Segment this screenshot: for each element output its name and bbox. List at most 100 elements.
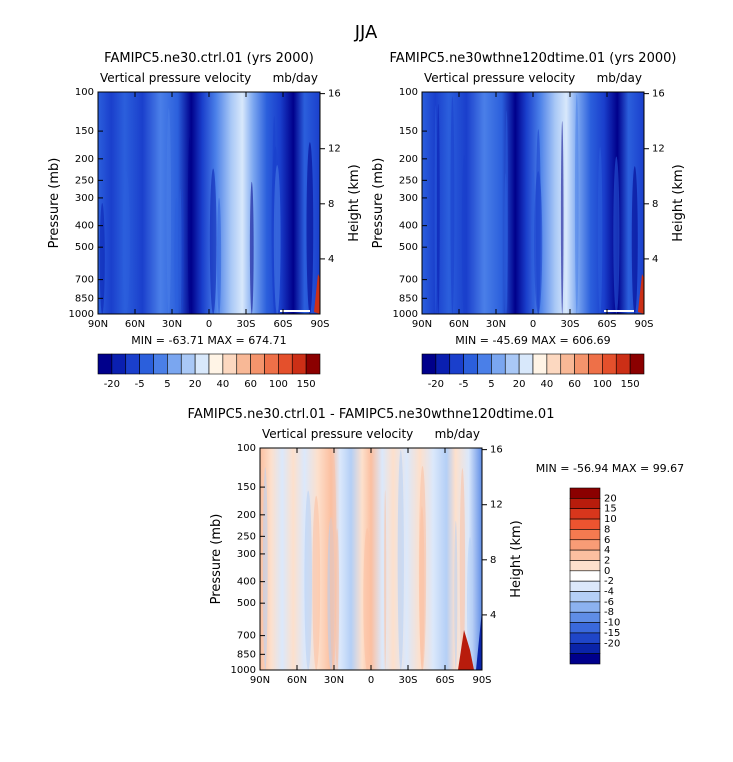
colorbar-label: 20 bbox=[604, 493, 617, 504]
y-tick-label: 150 bbox=[237, 482, 256, 493]
y-tick-label: 400 bbox=[399, 221, 418, 232]
x-tick-label: 90S bbox=[634, 319, 653, 330]
heatmap-field bbox=[98, 92, 320, 314]
heatmap-contour bbox=[187, 137, 192, 314]
min-max-stats: MIN = -56.94 MAX = 99.67 bbox=[536, 462, 684, 475]
colorbar-swatch bbox=[491, 353, 506, 375]
x-tick-label: 30S bbox=[560, 319, 579, 330]
colorbar-label: 0 bbox=[604, 566, 610, 577]
colorbar-swatch bbox=[569, 508, 601, 520]
colorbar-swatch bbox=[305, 353, 321, 375]
colorbar-swatch bbox=[569, 549, 601, 561]
colorbar-swatch bbox=[588, 353, 603, 375]
heatmap-contour bbox=[181, 188, 184, 314]
heatmap-contour bbox=[466, 537, 474, 670]
y-axis-label: Pressure (mb) bbox=[371, 158, 386, 249]
heatmap-contour bbox=[503, 173, 508, 314]
heatmap-contour bbox=[273, 165, 281, 314]
right-tick-label: 12 bbox=[490, 500, 503, 511]
heatmap-contour bbox=[122, 170, 130, 314]
colorbar-swatch bbox=[180, 353, 196, 375]
min-max-stats: MIN = -45.69 MAX = 606.69 bbox=[455, 334, 610, 347]
heatmap-contour bbox=[217, 197, 222, 314]
colorbar-label: 60 bbox=[244, 379, 257, 390]
chart-subtitle-left: Vertical pressure velocity bbox=[424, 71, 575, 85]
colorbar-swatch bbox=[569, 518, 601, 530]
colorbar-swatch bbox=[569, 622, 601, 634]
heatmap-contour bbox=[306, 142, 314, 314]
heatmap-contour bbox=[560, 120, 564, 314]
heatmap-contour bbox=[249, 181, 254, 314]
heatmap-contour bbox=[174, 197, 179, 314]
colorbar-label: 10 bbox=[604, 514, 617, 525]
colorbar-swatch bbox=[125, 353, 140, 375]
colorbar-label: -5 bbox=[135, 379, 145, 390]
colorbar-swatch bbox=[569, 591, 601, 603]
colorbar-label: -10 bbox=[604, 618, 620, 629]
colorbar-swatch bbox=[546, 353, 562, 375]
colorbar-swatch bbox=[250, 353, 265, 375]
chart-panel-test: FAMIPC5.ne30wthne120dtime.01 (yrs 2000) V… bbox=[371, 51, 686, 390]
colorbar-label: -5 bbox=[459, 379, 469, 390]
colorbar-swatch bbox=[278, 353, 293, 375]
y-tick-label: 400 bbox=[75, 221, 94, 232]
colorbar-swatch bbox=[532, 353, 548, 375]
y-tick-label: 1000 bbox=[231, 665, 256, 676]
y-axis-label: Pressure (mb) bbox=[209, 514, 224, 605]
x-tick-label: 0 bbox=[368, 675, 374, 686]
heatmap-contour bbox=[397, 449, 404, 670]
heatmap-contour bbox=[99, 202, 105, 314]
colorbar-swatch bbox=[569, 580, 601, 592]
right-tick-label: 4 bbox=[328, 254, 334, 265]
colorbar-label: -20 bbox=[428, 379, 444, 390]
y-tick-label: 150 bbox=[75, 126, 94, 137]
chart-title: FAMIPC5.ne30.ctrl.01 - FAMIPC5.ne30wthne… bbox=[188, 407, 555, 422]
colorbar-label: 2 bbox=[604, 555, 610, 566]
colorbar-swatch bbox=[569, 498, 601, 510]
heatmap-contour bbox=[434, 105, 437, 315]
colorbar-label: 8 bbox=[604, 524, 610, 535]
y-tick-label: 850 bbox=[75, 293, 94, 304]
heatmap-contour bbox=[166, 108, 172, 314]
heatmap-contour bbox=[419, 506, 425, 670]
colorbar-swatch bbox=[153, 353, 168, 375]
colorbar-label: -20 bbox=[104, 379, 120, 390]
heatmap-contour bbox=[384, 490, 387, 670]
x-tick-label: 90N bbox=[250, 675, 270, 686]
heatmap-contour bbox=[280, 310, 310, 312]
colorbar-label: 5 bbox=[164, 379, 170, 390]
y-tick-label: 100 bbox=[399, 87, 418, 98]
colorbar-swatch bbox=[477, 353, 492, 375]
y-tick-label: 500 bbox=[237, 598, 256, 609]
x-tick-label: 30N bbox=[324, 675, 344, 686]
heatmap-contour bbox=[597, 146, 603, 314]
heatmap-contour bbox=[450, 96, 455, 315]
x-tick-label: 90S bbox=[472, 675, 491, 686]
x-tick-label: 30N bbox=[162, 319, 182, 330]
colorbar-swatch bbox=[111, 353, 127, 375]
colorbar-swatch bbox=[449, 353, 464, 375]
heatmap-max-feature bbox=[314, 274, 320, 314]
colorbar-swatch bbox=[504, 353, 520, 375]
x-tick-label: 60S bbox=[435, 675, 454, 686]
colorbar-swatch bbox=[569, 487, 601, 499]
colorbar-label: -2 bbox=[604, 576, 614, 587]
chart-subtitle-left: Vertical pressure velocity bbox=[262, 427, 413, 441]
colorbar-swatch bbox=[569, 632, 601, 644]
heatmap-contour bbox=[631, 166, 638, 314]
right-tick-label: 8 bbox=[490, 555, 496, 566]
colorbar-swatch bbox=[560, 353, 575, 375]
y-tick-label: 300 bbox=[399, 193, 418, 204]
x-tick-label: 0 bbox=[530, 319, 536, 330]
chart-subtitle-left: Vertical pressure velocity bbox=[100, 71, 251, 85]
x-tick-label: 60N bbox=[125, 319, 145, 330]
heatmap-contour bbox=[312, 495, 321, 670]
colorbar-swatch bbox=[569, 601, 601, 613]
colorbar-label: -6 bbox=[604, 597, 614, 608]
colorbar-label: 40 bbox=[217, 379, 230, 390]
colorbar: -20 -5 5 20 40 60 100 150 bbox=[97, 353, 321, 390]
y-tick-label: 400 bbox=[237, 577, 256, 588]
colorbar-swatch bbox=[569, 529, 601, 541]
y-tick-label: 300 bbox=[237, 549, 256, 560]
